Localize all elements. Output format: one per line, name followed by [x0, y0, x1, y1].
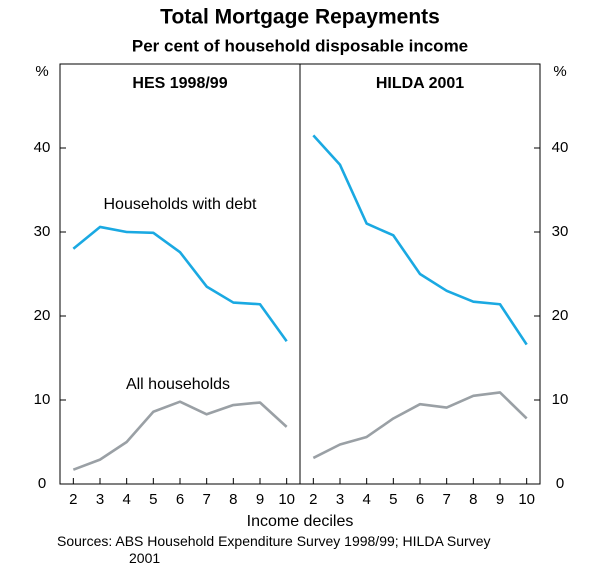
- x-tick-label: 10: [278, 491, 295, 508]
- y-tick-label: 40: [552, 139, 569, 156]
- x-tick-label: 5: [389, 491, 397, 508]
- y-tick-label: 10: [34, 391, 51, 408]
- panel-title: HES 1998/99: [132, 75, 227, 92]
- series-label: All households: [126, 376, 230, 393]
- x-axis-label: Income deciles: [247, 513, 354, 530]
- y-axis-label: %: [35, 63, 48, 80]
- line-series: [72, 400, 288, 471]
- line-series: [312, 391, 528, 460]
- series-label: Households with debt: [104, 196, 258, 213]
- line-series: [312, 134, 528, 346]
- line-series: [72, 225, 288, 342]
- x-tick-label: 2: [309, 491, 317, 508]
- x-tick-label: 3: [96, 491, 104, 508]
- x-tick-label: 8: [469, 491, 477, 508]
- panel-title: HILDA 2001: [376, 75, 464, 92]
- y-tick-label: 20: [34, 307, 51, 324]
- x-tick-label: 10: [518, 491, 535, 508]
- x-tick-label: 2: [69, 491, 77, 508]
- x-tick-label: 5: [149, 491, 157, 508]
- y-tick-label: 0: [38, 475, 46, 492]
- y-tick-label: 30: [552, 223, 569, 240]
- y-tick-label: 20: [552, 307, 569, 324]
- chart-title: Total Mortgage Repayments: [160, 6, 440, 29]
- x-tick-label: 9: [256, 491, 264, 508]
- chart-subtitle: Per cent of household disposable income: [132, 36, 468, 55]
- x-tick-label: 9: [496, 491, 504, 508]
- x-tick-label: 4: [362, 491, 370, 508]
- x-tick-label: 7: [442, 491, 450, 508]
- y-axis-label: %: [553, 63, 566, 80]
- y-tick-label: 0: [556, 475, 564, 492]
- sources: Sources: ABS Household Expenditure Surve…: [57, 533, 491, 566]
- y-tick-label: 30: [34, 223, 51, 240]
- x-tick-label: 7: [202, 491, 210, 508]
- y-tick-label: 40: [34, 139, 51, 156]
- x-tick-label: 6: [416, 491, 424, 508]
- x-tick-label: 6: [176, 491, 184, 508]
- x-tick-label: 8: [229, 491, 237, 508]
- x-tick-label: 4: [122, 491, 130, 508]
- x-tick-label: 3: [336, 491, 344, 508]
- y-tick-label: 10: [552, 391, 569, 408]
